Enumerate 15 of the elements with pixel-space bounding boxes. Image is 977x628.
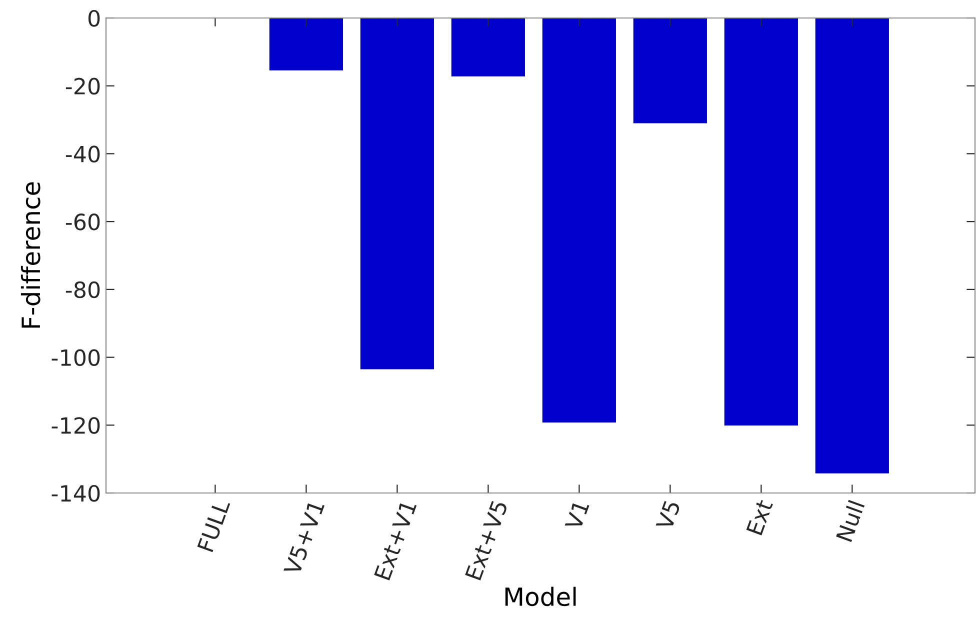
x-axis-title: Model bbox=[505, 586, 576, 606]
y-tick-label: -60 bbox=[66, 214, 100, 230]
y-tick-label: -100 bbox=[52, 349, 100, 366]
y-tick-label: -40 bbox=[66, 146, 100, 162]
x-tick-label: FULL bbox=[197, 498, 230, 552]
x-tick-label: V5 bbox=[656, 500, 681, 532]
x-tick-label: Ext bbox=[746, 498, 773, 536]
y-tick-label: -140 bbox=[52, 484, 100, 502]
x-tick-label: V1 bbox=[564, 500, 590, 532]
x-tick-label: Null bbox=[835, 500, 865, 542]
y-axis-title: F-difference bbox=[20, 182, 40, 328]
y-tick-label: 0 bbox=[88, 10, 100, 27]
y-tick-label: -120 bbox=[52, 417, 100, 434]
y-tick-label: -20 bbox=[66, 78, 100, 95]
y-tick-label: -80 bbox=[66, 281, 100, 298]
